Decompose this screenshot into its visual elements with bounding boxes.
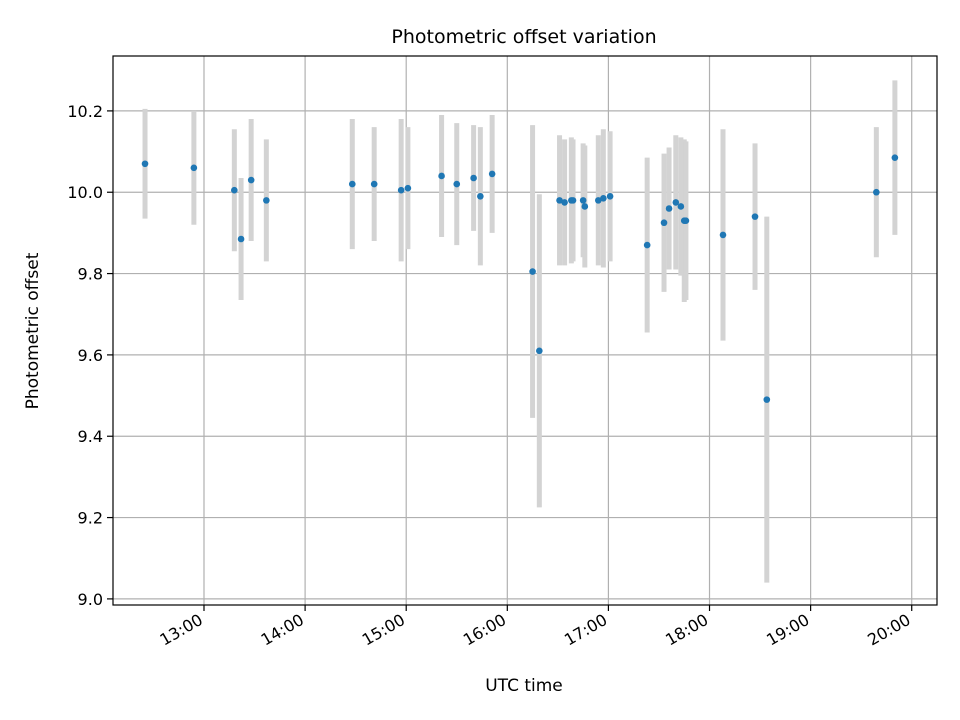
data-point xyxy=(477,193,484,200)
data-point xyxy=(682,217,690,224)
data-point xyxy=(581,203,589,210)
data-point xyxy=(606,193,614,200)
data-point xyxy=(660,219,668,227)
y-tick-label: 9.0 xyxy=(78,590,103,609)
x-tick-label: 19:00 xyxy=(763,610,812,650)
data-point xyxy=(751,213,759,220)
data-point xyxy=(579,197,587,204)
data-point xyxy=(438,172,445,180)
data-point xyxy=(453,180,461,188)
data-point xyxy=(141,160,149,168)
data-point xyxy=(719,231,727,239)
data-point xyxy=(263,197,270,204)
data-point xyxy=(231,186,238,194)
data-point xyxy=(569,197,577,204)
x-tick-label: 16:00 xyxy=(460,610,509,650)
grid-lines xyxy=(113,56,937,605)
x-tick-label: 18:00 xyxy=(662,610,711,650)
x-tick-label: 13:00 xyxy=(157,610,206,650)
data-point xyxy=(536,347,543,355)
y-tick-label: 10.0 xyxy=(67,183,103,202)
x-tick-label: 17:00 xyxy=(561,610,610,650)
data-points xyxy=(141,154,899,403)
data-point xyxy=(891,154,899,161)
y-tick-label: 9.6 xyxy=(78,346,103,365)
y-tick-label: 9.4 xyxy=(78,427,103,446)
data-point xyxy=(404,184,412,192)
data-point xyxy=(561,199,568,206)
y-tick-label: 10.2 xyxy=(67,102,103,121)
x-tick-label: 14:00 xyxy=(258,610,307,650)
data-point xyxy=(237,235,245,243)
x-tick-label: 20:00 xyxy=(864,610,913,650)
y-tick-label: 9.2 xyxy=(78,509,103,528)
x-axis-label: UTC time xyxy=(485,676,563,696)
data-point xyxy=(370,180,378,188)
data-point xyxy=(600,195,607,202)
data-point xyxy=(488,170,496,178)
data-point xyxy=(665,205,673,212)
data-point xyxy=(556,197,563,204)
data-point xyxy=(529,268,536,275)
y-axis-label: Photometric offset xyxy=(23,252,43,409)
data-point xyxy=(247,176,255,184)
error-bars xyxy=(142,80,898,583)
y-tick-label: 9.8 xyxy=(78,265,103,284)
data-point xyxy=(190,164,198,172)
data-point xyxy=(763,396,771,403)
chart-title: Photometric offset variation xyxy=(391,26,656,48)
x-tick-label: 15:00 xyxy=(359,610,408,650)
data-point xyxy=(595,197,602,204)
data-point xyxy=(873,188,880,196)
data-point xyxy=(397,186,405,194)
data-point xyxy=(643,241,651,249)
data-point xyxy=(470,174,477,182)
plot-area-frame xyxy=(112,55,938,606)
data-point xyxy=(677,203,685,210)
data-point xyxy=(672,199,680,206)
data-point xyxy=(348,180,356,188)
